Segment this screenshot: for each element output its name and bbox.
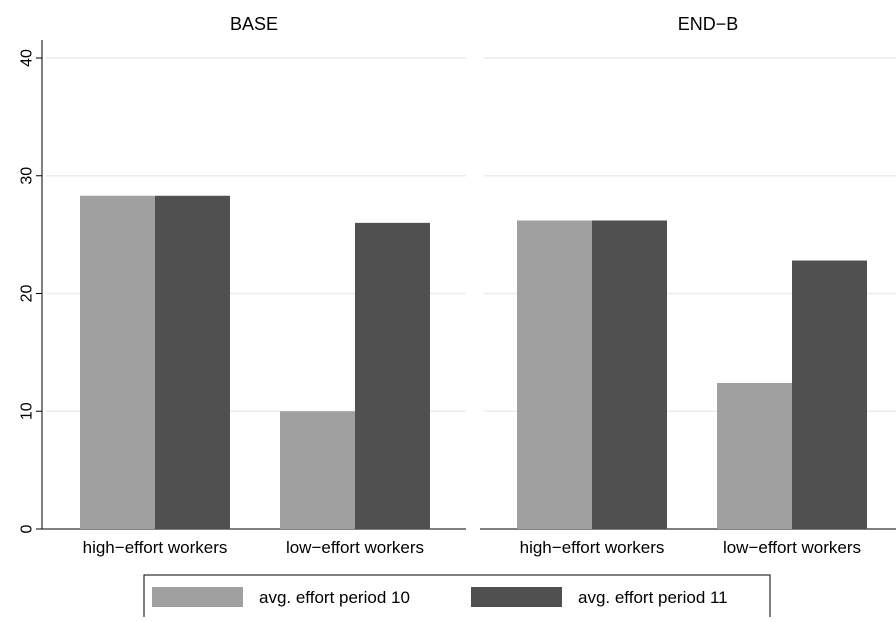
legend-box bbox=[143, 574, 771, 617]
y-tick-label: 40 bbox=[19, 49, 36, 67]
bar bbox=[517, 220, 592, 529]
legend-label: avg. effort period 10 bbox=[259, 588, 410, 607]
bar bbox=[280, 411, 355, 529]
x-tick-label: high−effort workers bbox=[83, 538, 228, 557]
bar bbox=[592, 220, 667, 529]
x-tick-label: high−effort workers bbox=[520, 538, 665, 557]
bar bbox=[80, 195, 155, 529]
y-tick-label: 10 bbox=[19, 402, 36, 420]
legend-swatch bbox=[152, 587, 243, 607]
y-tick-label: 0 bbox=[19, 524, 36, 533]
x-tick-label: low−effort workers bbox=[723, 538, 861, 557]
x-tick-label: low−effort workers bbox=[286, 538, 424, 557]
legend-label: avg. effort period 11 bbox=[578, 588, 728, 607]
bar bbox=[717, 382, 792, 529]
bar bbox=[355, 222, 430, 529]
panel-title: BASE bbox=[230, 14, 278, 34]
bar bbox=[792, 260, 867, 529]
legend-swatch bbox=[471, 587, 562, 607]
bar bbox=[155, 195, 230, 529]
y-tick-label: 30 bbox=[19, 167, 36, 185]
panel-title: END−B bbox=[678, 14, 739, 34]
y-tick-label: 20 bbox=[19, 285, 36, 303]
